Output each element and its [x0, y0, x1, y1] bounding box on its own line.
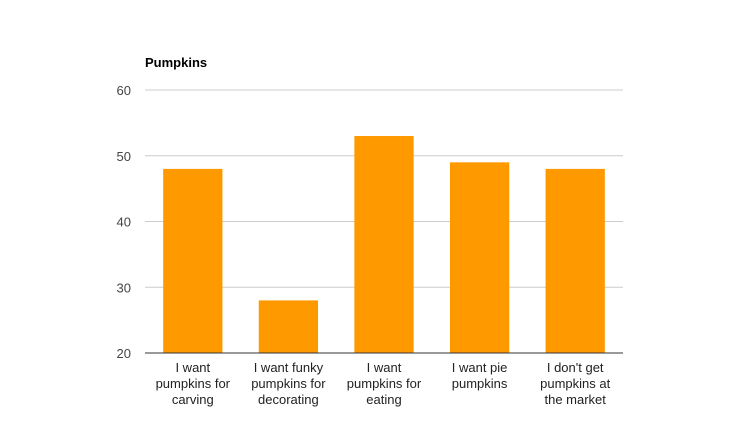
- bars: [163, 136, 605, 353]
- x-category-label: I want funky pumpkins for decorating: [251, 360, 326, 407]
- y-tick-label: 20: [117, 346, 131, 361]
- y-axis-ticks: 20 30 40 50 60: [117, 83, 131, 361]
- x-category-label-line: pumpkins at: [540, 376, 610, 391]
- bar: [449, 162, 510, 353]
- x-category-label: I want pie pumpkins: [452, 360, 508, 391]
- x-category-label-line: I want pie: [452, 360, 508, 375]
- x-category-label: I don't get pumpkins at the market: [540, 360, 610, 407]
- x-category-label-line: decorating: [258, 392, 319, 407]
- x-category-label: I want pumpkins for eating: [347, 360, 422, 407]
- x-category-label: I want pumpkins for carving: [156, 360, 231, 407]
- x-category-label-line: I want: [175, 360, 210, 375]
- x-category-label-line: carving: [172, 392, 214, 407]
- y-tick-label: 50: [117, 149, 131, 164]
- x-category-label-line: the market: [544, 392, 606, 407]
- y-tick-label: 60: [117, 83, 131, 98]
- y-tick-label: 30: [117, 280, 131, 295]
- x-category-label-line: pumpkins for: [347, 376, 422, 391]
- bar: [258, 300, 319, 353]
- x-category-label-line: I don't get: [547, 360, 604, 375]
- bar: [163, 168, 223, 353]
- y-tick-label: 40: [117, 215, 131, 230]
- bar: [354, 136, 414, 353]
- bar: [545, 168, 605, 353]
- x-category-label-line: pumpkins for: [251, 376, 326, 391]
- chart-title: Pumpkins: [145, 55, 207, 70]
- x-category-label-line: pumpkins: [452, 376, 508, 391]
- x-category-label-line: pumpkins for: [156, 376, 231, 391]
- x-category-label-line: eating: [366, 392, 401, 407]
- x-category-label-line: I want: [367, 360, 402, 375]
- x-category-label-line: I want funky: [254, 360, 324, 375]
